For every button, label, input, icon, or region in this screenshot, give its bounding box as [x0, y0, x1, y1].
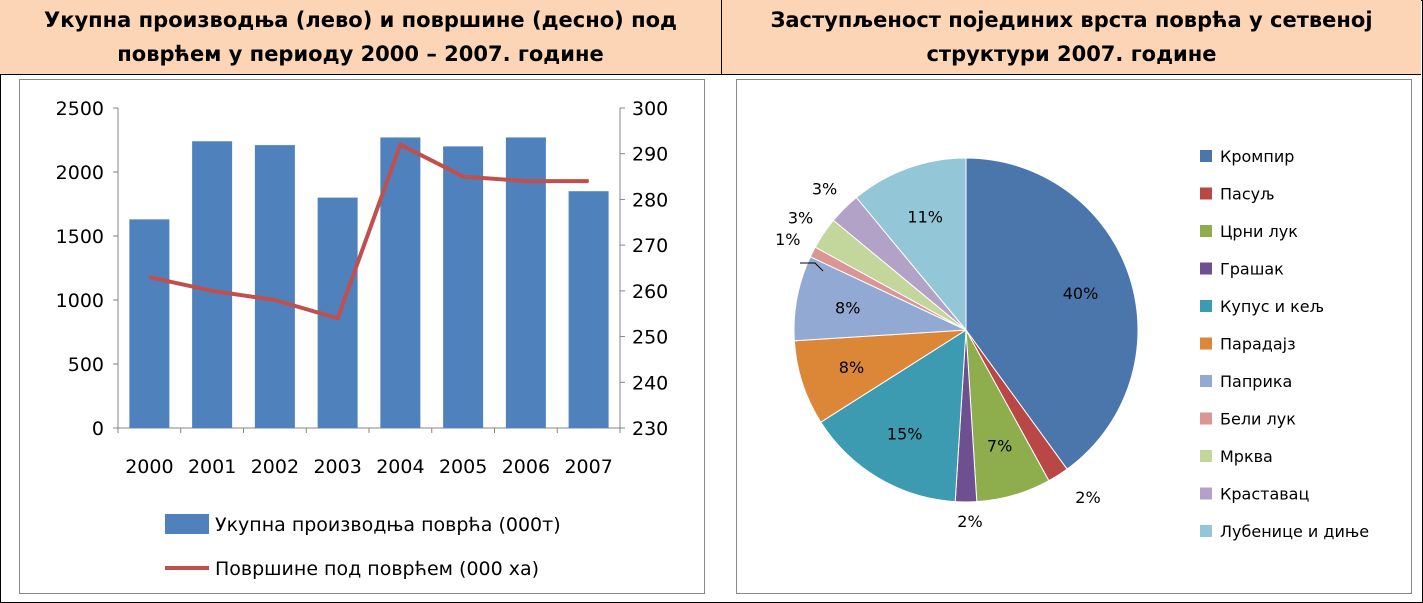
pie-legend-label: Кромпир	[1220, 147, 1294, 166]
pie-legend-label: Грашак	[1220, 260, 1284, 279]
x-tick-label: 2004	[376, 456, 424, 478]
pie-legend-label: Мрква	[1220, 447, 1273, 466]
legend-label-production: Укупна производња поврћа (000т)	[215, 514, 561, 536]
pie-legend-swatch	[1200, 487, 1212, 500]
pie-data-label: 8%	[835, 298, 860, 317]
x-tick-label: 2002	[251, 456, 299, 478]
left-y-tick-label: 2000	[56, 162, 104, 184]
right-header-line1: Заступљеност појединих врста поврћа у се…	[770, 8, 1373, 32]
x-tick-label: 2001	[188, 456, 236, 478]
production-bar	[192, 141, 233, 428]
left-y-tick-label: 2500	[56, 98, 104, 120]
pie-legend-swatch	[1200, 262, 1212, 275]
x-tick-label: 2005	[439, 456, 487, 478]
production-bar	[505, 137, 546, 428]
pie-legend-label: Лубенице и диње	[1220, 522, 1369, 541]
pie-data-label: 2%	[957, 512, 982, 531]
left-header-line1: Укупна производња (лево) и површине (дес…	[44, 8, 677, 32]
pie-legend-swatch	[1200, 450, 1212, 462]
right-chart-header: Заступљеност појединих врста поврћа у се…	[722, 0, 1421, 75]
pie-legend-swatch	[1200, 412, 1212, 425]
pie-chart-area: 40% 2% 7% 2% 15% 8% 8% 1% 3% 3% 11% Кромпир Пасуљ Црн…	[736, 79, 1412, 594]
pie-legend-swatch	[1200, 150, 1212, 162]
pie-legend-swatch	[1200, 525, 1212, 537]
pie-data-label: 40%	[1063, 284, 1099, 303]
x-tick-label: 2007	[564, 456, 612, 478]
production-bar	[129, 219, 170, 428]
area-series-point	[462, 176, 464, 178]
area-series-point	[525, 180, 527, 182]
pie-data-label: 3%	[788, 209, 813, 228]
production-bar	[254, 145, 295, 428]
pie-slice	[855, 157, 967, 332]
x-tick-label: 2000	[125, 456, 173, 478]
pie-legend-label: Парадајз	[1220, 335, 1296, 354]
right-y-tick-label: 260	[632, 281, 668, 303]
right-y-tick-label: 300	[632, 98, 668, 120]
left-y-tick-label: 500	[68, 354, 104, 376]
right-y-tick-label: 270	[632, 235, 668, 257]
pie-legend-label: Купус и кељ	[1220, 297, 1324, 316]
pie-data-label: 2%	[1075, 488, 1100, 507]
pie-data-label: 1%	[775, 230, 800, 249]
pie-legend-swatch	[1200, 225, 1212, 237]
pie-data-label: 8%	[839, 358, 864, 377]
area-series-line	[148, 142, 589, 321]
right-y-tick-label: 250	[632, 327, 668, 349]
pie-legend-swatch	[1200, 337, 1212, 350]
pie-data-label: 15%	[887, 425, 923, 444]
pie-legend-label: Црни лук	[1220, 222, 1298, 241]
area-series-point	[148, 276, 150, 278]
right-header-line2: структури 2007. године	[926, 42, 1217, 66]
pie-data-label: 7%	[987, 437, 1012, 456]
right-y-tick-label: 280	[632, 189, 668, 211]
combo-chart-area: 0 500 1000 1500 2000 2500 230 240 250 260 270 280 29…	[19, 79, 705, 594]
pie-chart: 40% 2% 7% 2% 15% 8% 8% 1% 3% 3% 11% Кромпир Пасуљ Црн…	[775, 147, 1369, 541]
combo-chart-panel: 0 500 1000 1500 2000 2500 230 240 250 260 270 280 29…	[0, 75, 721, 601]
area-series-point	[399, 144, 401, 146]
pie-slice	[820, 329, 967, 503]
left-y-tick-label: 1000	[56, 290, 104, 312]
pie-legend-label: Бели лук	[1220, 410, 1296, 429]
pie-legend-swatch	[1200, 187, 1212, 200]
pie-legend-swatch	[1200, 300, 1212, 312]
area-series-point	[588, 180, 590, 182]
right-y-tick-label: 290	[632, 144, 668, 166]
right-y-tick-label: 240	[632, 372, 668, 394]
pie-chart-panel: 40% 2% 7% 2% 15% 8% 8% 1% 3% 3% 11% Кромпир Пасуљ Црн…	[722, 75, 1421, 601]
area-series-point	[274, 299, 276, 301]
legend-label-area: Површине под поврћем (000 ха)	[215, 558, 539, 580]
x-tick-label: 2006	[502, 456, 550, 478]
pie-legend-swatch	[1200, 375, 1212, 387]
x-tick-label: 2003	[313, 456, 361, 478]
pie-legend-label: Пасуљ	[1220, 185, 1275, 204]
production-bar	[443, 146, 484, 428]
pie-leader-line	[800, 262, 824, 272]
area-series-point	[337, 317, 339, 319]
pie-legend-label: Краставац	[1220, 485, 1309, 504]
production-bar	[568, 191, 609, 428]
left-chart-header: Укупна производња (лево) и површине (дес…	[0, 0, 722, 75]
pie-data-label: 3%	[812, 180, 837, 199]
pie-slice	[965, 157, 1139, 470]
area-series-point	[211, 290, 213, 292]
left-y-tick-label: 0	[92, 418, 104, 440]
combo-chart: 0 500 1000 1500 2000 2500 230 240 250 260 270 280 29…	[56, 98, 669, 580]
legend-swatch-production	[165, 514, 209, 534]
pie-legend-label: Паприка	[1220, 372, 1292, 391]
left-y-tick-label: 1500	[56, 226, 104, 248]
right-y-tick-label: 230	[632, 418, 668, 440]
pie-data-label: 11%	[907, 208, 943, 227]
left-header-line2: поврћем у периоду 2000 – 2007. године	[117, 42, 604, 66]
